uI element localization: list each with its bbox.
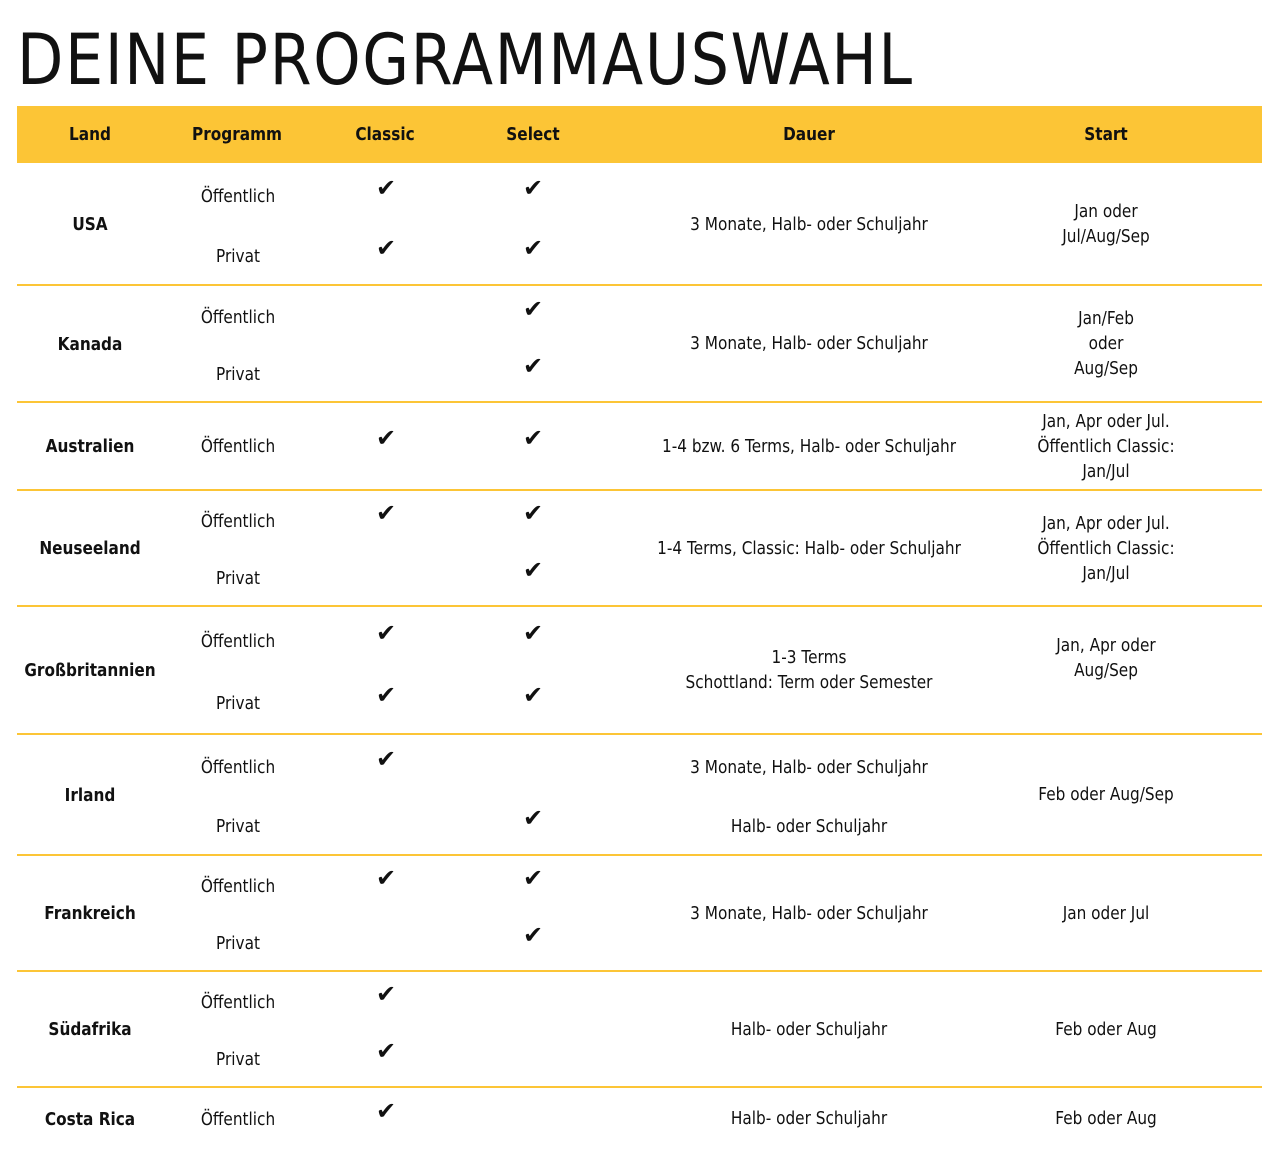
duration-text: Halb- oder Schuljahr: [730, 1108, 888, 1129]
select-check-icon: ✔: [522, 556, 544, 585]
duration-text: Halb- oder Schuljahr: [730, 815, 888, 837]
start-text: Jan, Apr oder Jul.: [1042, 512, 1170, 534]
duration-text: Schottland: Term oder Semester: [685, 672, 933, 693]
country-name: Costa Rica: [44, 1108, 136, 1130]
duration-text: 3 Monate, Halb- oder Schuljahr: [690, 902, 928, 924]
start-text: Öffentlich Classic:: [1037, 537, 1175, 559]
select-check-icon: ✔: [522, 618, 544, 647]
classic-check-icon: ✔: [375, 1096, 397, 1125]
duration-text: 1-4 bzw. 6 Terms, Halb- oder Schuljahr: [661, 435, 957, 457]
row-divider: [17, 605, 1262, 607]
program-type: Privat: [216, 245, 260, 267]
start-text: Feb oder Aug/Sep: [1038, 784, 1174, 805]
header-classic: Classic: [355, 124, 415, 145]
select-check-icon: ✔: [522, 424, 544, 452]
row-divider: [17, 489, 1262, 491]
select-check-icon: ✔: [522, 864, 544, 893]
row-divider: [17, 284, 1262, 286]
start-text: Jan oder Jul: [1062, 902, 1150, 924]
start-text: Jan, Apr oder Jul.: [1042, 410, 1170, 432]
program-type: Privat: [216, 1049, 260, 1071]
duration-text: 1-3 Terms: [771, 647, 847, 668]
header-programm: Programm: [192, 124, 282, 145]
row-divider: [17, 401, 1262, 403]
select-check-icon: ✔: [522, 681, 544, 710]
select-check-icon: ✔: [522, 233, 544, 262]
program-type: Öffentlich: [200, 630, 276, 652]
start-text: Feb oder Aug: [1055, 1108, 1157, 1129]
duration-text: 3 Monate, Halb- oder Schuljahr: [690, 333, 928, 354]
classic-check-icon: ✔: [375, 233, 397, 262]
country-name: Südafrika: [48, 1019, 132, 1040]
row-divider: [17, 854, 1262, 856]
program-type: Privat: [216, 933, 260, 955]
duration-text: 3 Monate, Halb- oder Schuljahr: [690, 213, 928, 235]
select-check-icon: ✔: [522, 499, 544, 528]
select-check-icon: ✔: [522, 173, 544, 202]
start-text: Aug/Sep: [1074, 358, 1138, 379]
row-divider: [17, 970, 1262, 972]
country-name: Australien: [45, 436, 135, 457]
program-type: Privat: [216, 815, 260, 837]
program-type: Öffentlich: [200, 185, 276, 207]
start-text: Aug/Sep: [1074, 660, 1138, 681]
select-check-icon: ✔: [522, 921, 544, 950]
program-type: Privat: [216, 568, 260, 590]
page-title: DEINE PROGRAMMAUSWAHL: [17, 19, 914, 101]
header-dauer: Dauer: [783, 124, 835, 145]
table-header: Land Programm Classic Select Dauer Start: [17, 106, 1262, 163]
country-name: USA: [72, 214, 108, 235]
header-land: Land: [69, 124, 111, 145]
select-check-icon: ✔: [522, 294, 544, 323]
country-name: Neuseeland: [39, 538, 141, 559]
start-text: Jan/Feb: [1078, 308, 1134, 329]
program-type: Öffentlich: [200, 1108, 276, 1130]
row-divider: [17, 733, 1262, 735]
program-type: Privat: [216, 693, 260, 715]
start-text: Jan, Apr oder: [1056, 635, 1156, 656]
country-name: Kanada: [57, 333, 123, 355]
classic-check-icon: ✔: [375, 173, 397, 202]
classic-check-icon: ✔: [375, 744, 397, 773]
program-type: Privat: [216, 363, 260, 385]
classic-check-icon: ✔: [375, 499, 397, 528]
program-type: Öffentlich: [200, 992, 276, 1014]
program-type: Öffentlich: [200, 876, 276, 898]
header-start: Start: [1084, 124, 1128, 145]
program-type: Öffentlich: [200, 306, 276, 328]
program-type: Öffentlich: [200, 436, 276, 457]
duration-text: 3 Monate, Halb- oder Schuljahr: [690, 756, 928, 778]
classic-check-icon: ✔: [375, 864, 397, 893]
select-check-icon: ✔: [522, 351, 544, 380]
start-text: oder: [1088, 333, 1124, 354]
start-text: Jan oder: [1074, 201, 1138, 222]
program-type: Öffentlich: [200, 756, 276, 778]
start-text: Jan/Jul: [1082, 562, 1130, 584]
classic-check-icon: ✔: [375, 1037, 397, 1066]
start-text: Jan/Jul: [1082, 460, 1130, 482]
classic-check-icon: ✔: [375, 681, 397, 710]
country-name: Großbritannien: [24, 660, 156, 681]
start-text: Öffentlich Classic:: [1037, 435, 1175, 457]
program-type: Öffentlich: [200, 511, 276, 533]
start-text: Feb oder Aug: [1055, 1018, 1157, 1040]
classic-check-icon: ✔: [375, 424, 397, 452]
country-name: Irland: [64, 784, 116, 806]
classic-check-icon: ✔: [375, 980, 397, 1009]
country-name: Frankreich: [44, 903, 136, 924]
select-check-icon: ✔: [522, 803, 544, 832]
row-divider: [17, 1086, 1262, 1088]
header-select: Select: [506, 124, 560, 145]
start-text: Jul/Aug/Sep: [1062, 226, 1150, 247]
duration-text: Halb- oder Schuljahr: [730, 1018, 888, 1040]
classic-check-icon: ✔: [375, 618, 397, 647]
duration-text: 1-4 Terms, Classic: Halb- oder Schuljahr: [657, 537, 961, 559]
